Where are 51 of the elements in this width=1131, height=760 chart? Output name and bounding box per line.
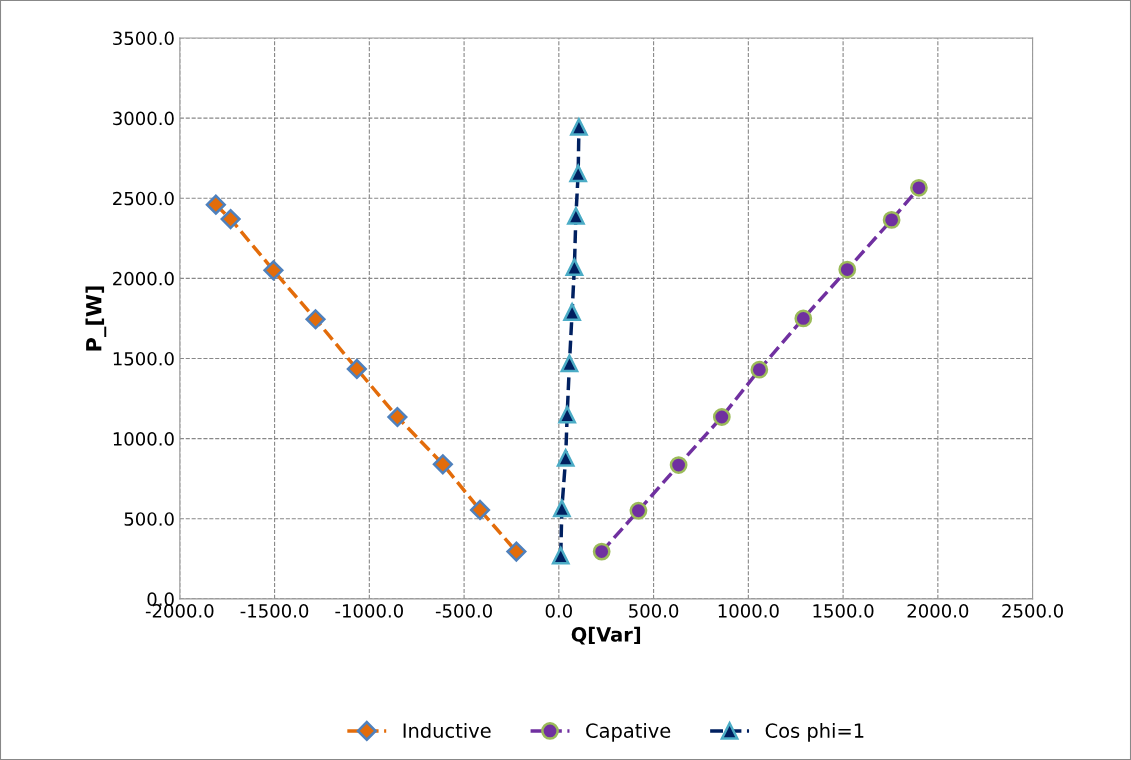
legend-label: Inductive	[403, 722, 491, 738]
point	[569, 164, 588, 183]
point	[570, 118, 588, 136]
point	[629, 501, 648, 520]
point	[592, 542, 611, 561]
y-tick-label: 3000.0	[113, 111, 174, 126]
x-tick-label: 1000.0	[718, 604, 779, 618]
x-tick-label: -500.0	[435, 604, 492, 618]
point	[469, 499, 491, 521]
legend-label: Capative	[586, 722, 671, 742]
x-tick-label: 500.0	[629, 604, 679, 618]
y-tick-label: 2000.0	[113, 271, 174, 286]
x-tick-label: 0.0	[545, 604, 572, 618]
point	[838, 260, 857, 279]
point	[794, 309, 813, 328]
point	[346, 358, 367, 380]
point	[669, 456, 688, 474]
point	[556, 448, 575, 467]
y-tick-label: 1000.0	[113, 432, 174, 446]
point	[552, 499, 571, 518]
point	[506, 541, 527, 562]
y-tick-label: 2500.0	[113, 191, 174, 206]
point	[563, 303, 581, 321]
x-tick-label: 2000.0	[907, 604, 969, 618]
point	[558, 405, 577, 424]
x-tick-label: -1500.0	[240, 604, 309, 618]
point	[263, 260, 284, 281]
x-axis-title: Q[Var]	[571, 626, 641, 645]
point	[387, 406, 408, 428]
y-tick-label: 3500.0	[113, 31, 174, 46]
x-tick-label: -2000.0	[145, 604, 214, 618]
point	[551, 546, 570, 565]
y-tick-label: 500.0	[124, 512, 174, 526]
point	[220, 209, 241, 230]
point	[565, 258, 584, 277]
point	[432, 454, 453, 475]
x-tick-label: 1500.0	[813, 604, 874, 618]
point	[205, 194, 226, 215]
y-tick-label: 1500.0	[113, 351, 174, 366]
y-tick-label: 0.0	[147, 592, 174, 606]
legend-label: Cos phi=1	[765, 722, 864, 742]
point	[560, 354, 579, 373]
point	[882, 211, 901, 229]
x-tick-label: 2500.0	[1002, 604, 1063, 618]
point	[750, 360, 769, 379]
point	[712, 408, 731, 426]
point	[567, 206, 585, 225]
point	[305, 309, 326, 330]
x-tick-label: -1000.0	[335, 604, 403, 618]
y-axis-title: P_[W]	[85, 286, 107, 351]
point	[910, 178, 928, 197]
